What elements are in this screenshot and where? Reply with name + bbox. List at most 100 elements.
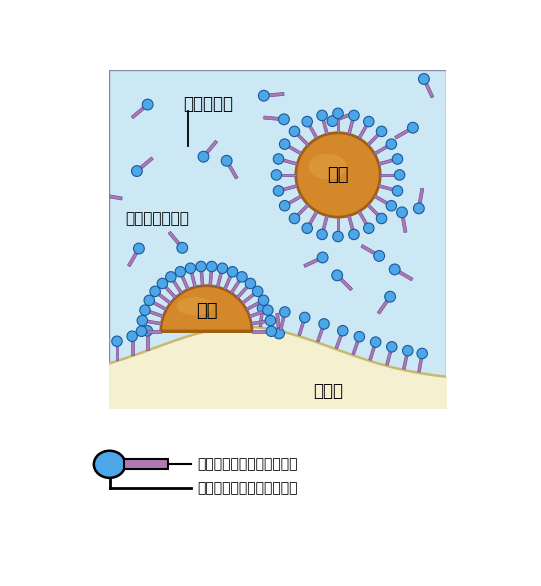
Polygon shape bbox=[241, 294, 254, 304]
Circle shape bbox=[112, 336, 122, 346]
Polygon shape bbox=[149, 311, 164, 318]
Polygon shape bbox=[374, 145, 387, 155]
Circle shape bbox=[134, 243, 144, 254]
Circle shape bbox=[274, 328, 285, 339]
Circle shape bbox=[166, 272, 176, 282]
Circle shape bbox=[349, 110, 359, 121]
Polygon shape bbox=[107, 195, 122, 200]
Circle shape bbox=[279, 114, 289, 125]
Polygon shape bbox=[335, 335, 342, 349]
Polygon shape bbox=[377, 300, 388, 314]
Polygon shape bbox=[358, 125, 367, 139]
Polygon shape bbox=[216, 273, 222, 287]
Ellipse shape bbox=[94, 451, 126, 478]
Circle shape bbox=[403, 346, 413, 356]
Polygon shape bbox=[200, 272, 204, 286]
Circle shape bbox=[137, 315, 148, 326]
Circle shape bbox=[289, 213, 300, 224]
Circle shape bbox=[157, 278, 168, 289]
Polygon shape bbox=[223, 276, 232, 290]
Polygon shape bbox=[347, 215, 354, 230]
Polygon shape bbox=[380, 173, 394, 176]
Circle shape bbox=[289, 126, 300, 137]
Circle shape bbox=[413, 203, 424, 214]
Circle shape bbox=[131, 166, 142, 176]
Polygon shape bbox=[146, 336, 149, 349]
Circle shape bbox=[175, 267, 186, 277]
Polygon shape bbox=[236, 287, 248, 299]
Text: 親水基（水になじむ部分）: 親水基（水になじむ部分） bbox=[197, 481, 298, 495]
Polygon shape bbox=[269, 93, 284, 97]
Circle shape bbox=[317, 252, 328, 263]
Polygon shape bbox=[147, 330, 161, 333]
Polygon shape bbox=[263, 116, 279, 120]
Circle shape bbox=[371, 337, 381, 347]
Polygon shape bbox=[116, 346, 118, 360]
Polygon shape bbox=[282, 173, 296, 176]
Circle shape bbox=[140, 305, 150, 315]
Circle shape bbox=[258, 303, 268, 314]
Polygon shape bbox=[283, 185, 298, 191]
Polygon shape bbox=[147, 320, 162, 325]
Polygon shape bbox=[369, 347, 375, 360]
Bar bbox=[124, 459, 168, 469]
Text: 界面活性剤: 界面活性剤 bbox=[183, 95, 233, 113]
Polygon shape bbox=[276, 313, 280, 328]
Circle shape bbox=[386, 342, 397, 352]
Circle shape bbox=[258, 295, 269, 305]
Polygon shape bbox=[308, 211, 318, 224]
Polygon shape bbox=[283, 159, 298, 165]
Circle shape bbox=[280, 306, 290, 317]
Polygon shape bbox=[358, 211, 367, 224]
Polygon shape bbox=[159, 294, 171, 304]
Circle shape bbox=[196, 261, 206, 272]
Polygon shape bbox=[181, 276, 189, 290]
Circle shape bbox=[150, 286, 160, 297]
Polygon shape bbox=[361, 244, 375, 254]
Circle shape bbox=[221, 155, 232, 166]
Polygon shape bbox=[131, 107, 144, 119]
Polygon shape bbox=[337, 118, 339, 133]
Polygon shape bbox=[425, 83, 434, 98]
Circle shape bbox=[317, 110, 327, 121]
Circle shape bbox=[390, 264, 400, 275]
Polygon shape bbox=[173, 281, 183, 294]
Circle shape bbox=[266, 326, 276, 336]
Polygon shape bbox=[168, 231, 180, 244]
Circle shape bbox=[271, 170, 282, 180]
Circle shape bbox=[374, 251, 385, 261]
Circle shape bbox=[392, 186, 403, 196]
Circle shape bbox=[386, 200, 397, 211]
Circle shape bbox=[177, 243, 188, 253]
Circle shape bbox=[385, 291, 395, 302]
Polygon shape bbox=[206, 140, 217, 154]
Polygon shape bbox=[367, 204, 379, 216]
Polygon shape bbox=[340, 278, 353, 291]
Circle shape bbox=[397, 207, 407, 218]
Polygon shape bbox=[378, 185, 393, 191]
Circle shape bbox=[127, 331, 137, 342]
Ellipse shape bbox=[308, 154, 346, 179]
Circle shape bbox=[273, 154, 283, 164]
Circle shape bbox=[407, 122, 418, 133]
Circle shape bbox=[377, 213, 387, 224]
Circle shape bbox=[333, 108, 343, 118]
Polygon shape bbox=[403, 356, 408, 369]
Polygon shape bbox=[322, 120, 328, 135]
Polygon shape bbox=[288, 145, 302, 155]
Text: 汚れ: 汚れ bbox=[196, 302, 217, 320]
Polygon shape bbox=[165, 287, 176, 299]
Circle shape bbox=[144, 295, 155, 305]
Circle shape bbox=[296, 133, 380, 217]
Polygon shape bbox=[297, 134, 309, 146]
Circle shape bbox=[217, 263, 228, 274]
Polygon shape bbox=[308, 125, 318, 139]
Polygon shape bbox=[352, 341, 359, 355]
Text: 汚れ: 汚れ bbox=[327, 166, 349, 184]
Circle shape bbox=[392, 154, 403, 164]
Circle shape bbox=[142, 99, 153, 110]
Circle shape bbox=[253, 286, 263, 297]
Polygon shape bbox=[279, 317, 285, 331]
Polygon shape bbox=[252, 330, 266, 333]
Circle shape bbox=[364, 117, 374, 127]
